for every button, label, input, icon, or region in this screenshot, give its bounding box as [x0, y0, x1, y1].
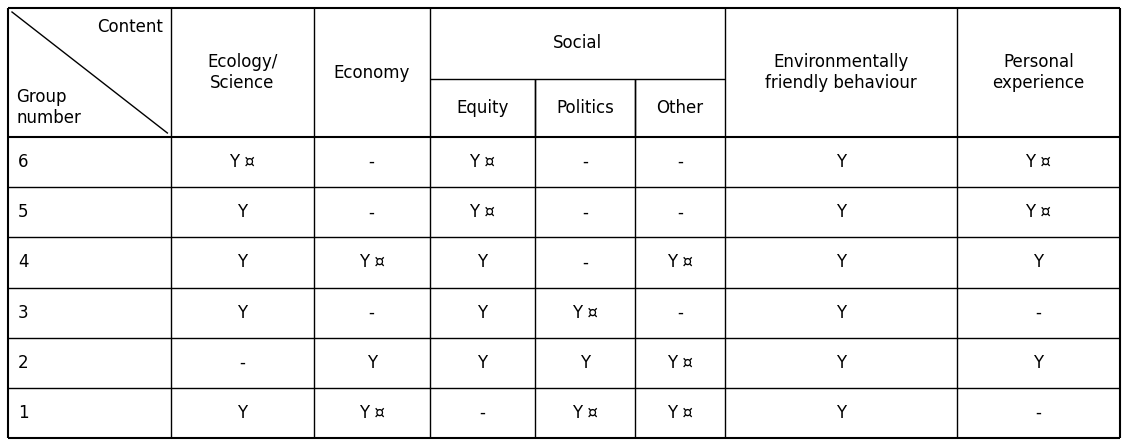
Text: -: - — [582, 153, 588, 171]
Text: Y: Y — [836, 153, 846, 171]
Text: Group
number: Group number — [16, 88, 81, 127]
Text: Y: Y — [477, 304, 487, 322]
Text: Personal
experience: Personal experience — [993, 53, 1084, 92]
Text: Y: Y — [1033, 253, 1043, 272]
Text: Politics: Politics — [556, 99, 614, 117]
Text: Equity: Equity — [456, 99, 509, 117]
Text: Y: Y — [1033, 354, 1043, 372]
Text: Y ¤: Y ¤ — [359, 404, 385, 422]
Text: -: - — [239, 354, 246, 372]
Text: Y: Y — [836, 304, 846, 322]
Text: Y ¤: Y ¤ — [667, 354, 693, 372]
Text: -: - — [369, 304, 374, 322]
Text: Y: Y — [238, 304, 247, 322]
Text: Y: Y — [238, 203, 247, 221]
Text: Y ¤: Y ¤ — [469, 153, 495, 171]
Text: Content: Content — [97, 18, 164, 36]
Text: 1: 1 — [18, 404, 28, 422]
Text: 6: 6 — [18, 153, 28, 171]
Text: 2: 2 — [18, 354, 28, 372]
Text: Other: Other — [656, 99, 704, 117]
Text: -: - — [1036, 404, 1041, 422]
Text: Y ¤: Y ¤ — [229, 153, 256, 171]
Text: Y: Y — [836, 203, 846, 221]
Text: Y: Y — [477, 253, 487, 272]
Text: Y ¤: Y ¤ — [1025, 153, 1051, 171]
Text: Y: Y — [580, 354, 590, 372]
Text: -: - — [1036, 304, 1041, 322]
Text: 3: 3 — [18, 304, 28, 322]
Text: Y: Y — [836, 253, 846, 272]
Text: Y ¤: Y ¤ — [359, 253, 385, 272]
Text: -: - — [479, 404, 485, 422]
Text: Y ¤: Y ¤ — [572, 404, 598, 422]
Text: Y ¤: Y ¤ — [667, 253, 693, 272]
Text: -: - — [582, 253, 588, 272]
Text: -: - — [677, 304, 682, 322]
Text: Y: Y — [477, 354, 487, 372]
Text: -: - — [582, 203, 588, 221]
Text: Y: Y — [836, 354, 846, 372]
Text: Environmentally
friendly behaviour: Environmentally friendly behaviour — [765, 53, 917, 92]
Text: Y: Y — [238, 253, 247, 272]
Text: Y ¤: Y ¤ — [1025, 203, 1051, 221]
Text: -: - — [677, 153, 682, 171]
Text: 5: 5 — [18, 203, 28, 221]
Text: -: - — [369, 203, 374, 221]
Text: Ecology/
Science: Ecology/ Science — [208, 53, 277, 92]
Text: -: - — [677, 203, 682, 221]
Text: Economy: Economy — [334, 63, 409, 82]
Text: Y: Y — [238, 404, 247, 422]
Text: Y ¤: Y ¤ — [572, 304, 598, 322]
Text: Y ¤: Y ¤ — [667, 404, 693, 422]
Text: -: - — [369, 153, 374, 171]
Text: Y: Y — [367, 354, 377, 372]
Text: Y: Y — [836, 404, 846, 422]
Text: Social: Social — [553, 34, 601, 53]
Text: Y ¤: Y ¤ — [469, 203, 495, 221]
Text: 4: 4 — [18, 253, 28, 272]
